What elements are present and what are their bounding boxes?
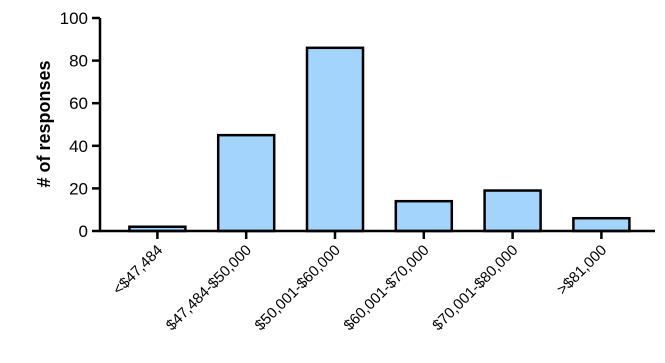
y-tick-label: 40 <box>69 137 88 156</box>
y-tick-label: 100 <box>60 9 88 28</box>
x-tick-label: $47,484-$50,000 <box>163 242 255 334</box>
bar <box>305 46 365 233</box>
y-tick-label: 80 <box>69 52 88 71</box>
bar <box>483 189 542 233</box>
x-tick-label: $70,001-$80,000 <box>429 242 521 334</box>
x-tick-label: <$47,484 <box>110 242 167 299</box>
x-tick-label: >$81,000 <box>554 242 611 299</box>
y-tick-label: 20 <box>69 179 88 198</box>
x-axis: <$47,484$47,484-$50,000$50,001-$60,000$6… <box>99 229 655 334</box>
bars <box>128 46 631 233</box>
y-axis: 0 20 40 60 80 100 <box>60 9 102 241</box>
y-axis-label: # of responses <box>34 60 54 187</box>
x-tick-label: $50,001-$60,000 <box>252 242 344 334</box>
x-tick-label: $60,001-$70,000 <box>340 242 432 334</box>
y-tick-label: 60 <box>69 94 88 113</box>
y-tick-label: 0 <box>79 222 88 241</box>
bar <box>394 199 454 233</box>
bar <box>572 216 631 233</box>
bar <box>216 133 276 233</box>
